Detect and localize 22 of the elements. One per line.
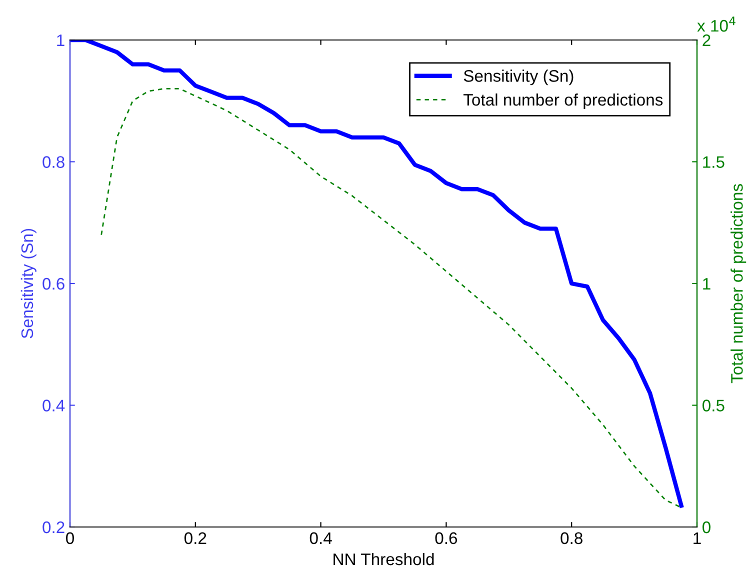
x-tick-label: 0.6 — [435, 532, 458, 544]
y2-axis-title: Total number of predictions — [730, 184, 746, 384]
legend-label: Sensitivity (Sn) — [464, 70, 574, 86]
y2-tick-label: 2 — [702, 34, 710, 46]
x-tick-label: 1 — [694, 532, 701, 544]
y2-tick-label: 0 — [702, 521, 710, 534]
x-tick-label: 0.4 — [310, 532, 332, 544]
y-tick-label: 1 — [57, 34, 64, 46]
text: x 10$^{4}$ — [697, 16, 736, 32]
y2-tick-label: 0.5 — [702, 400, 724, 412]
legend-label: Total number of predictions — [463, 93, 663, 110]
y-tick-label: 0.2 — [42, 521, 64, 534]
y-axis-title: Sensitivity (Sn) — [20, 228, 36, 338]
y-tick-label: 0.6 — [42, 278, 64, 290]
x-tick-label: 0.8 — [560, 532, 582, 544]
x-tick-label: 0 — [66, 532, 74, 544]
x-tick-label: 0.2 — [184, 532, 206, 544]
y-tick-label: 0.4 — [42, 400, 65, 412]
y2-tick-label: 1 — [703, 278, 710, 290]
y2-tick-label: 1.5 — [703, 156, 724, 168]
y-tick-label: 0.8 — [42, 156, 64, 168]
x-axis-title: NN Threshold — [334, 552, 434, 566]
